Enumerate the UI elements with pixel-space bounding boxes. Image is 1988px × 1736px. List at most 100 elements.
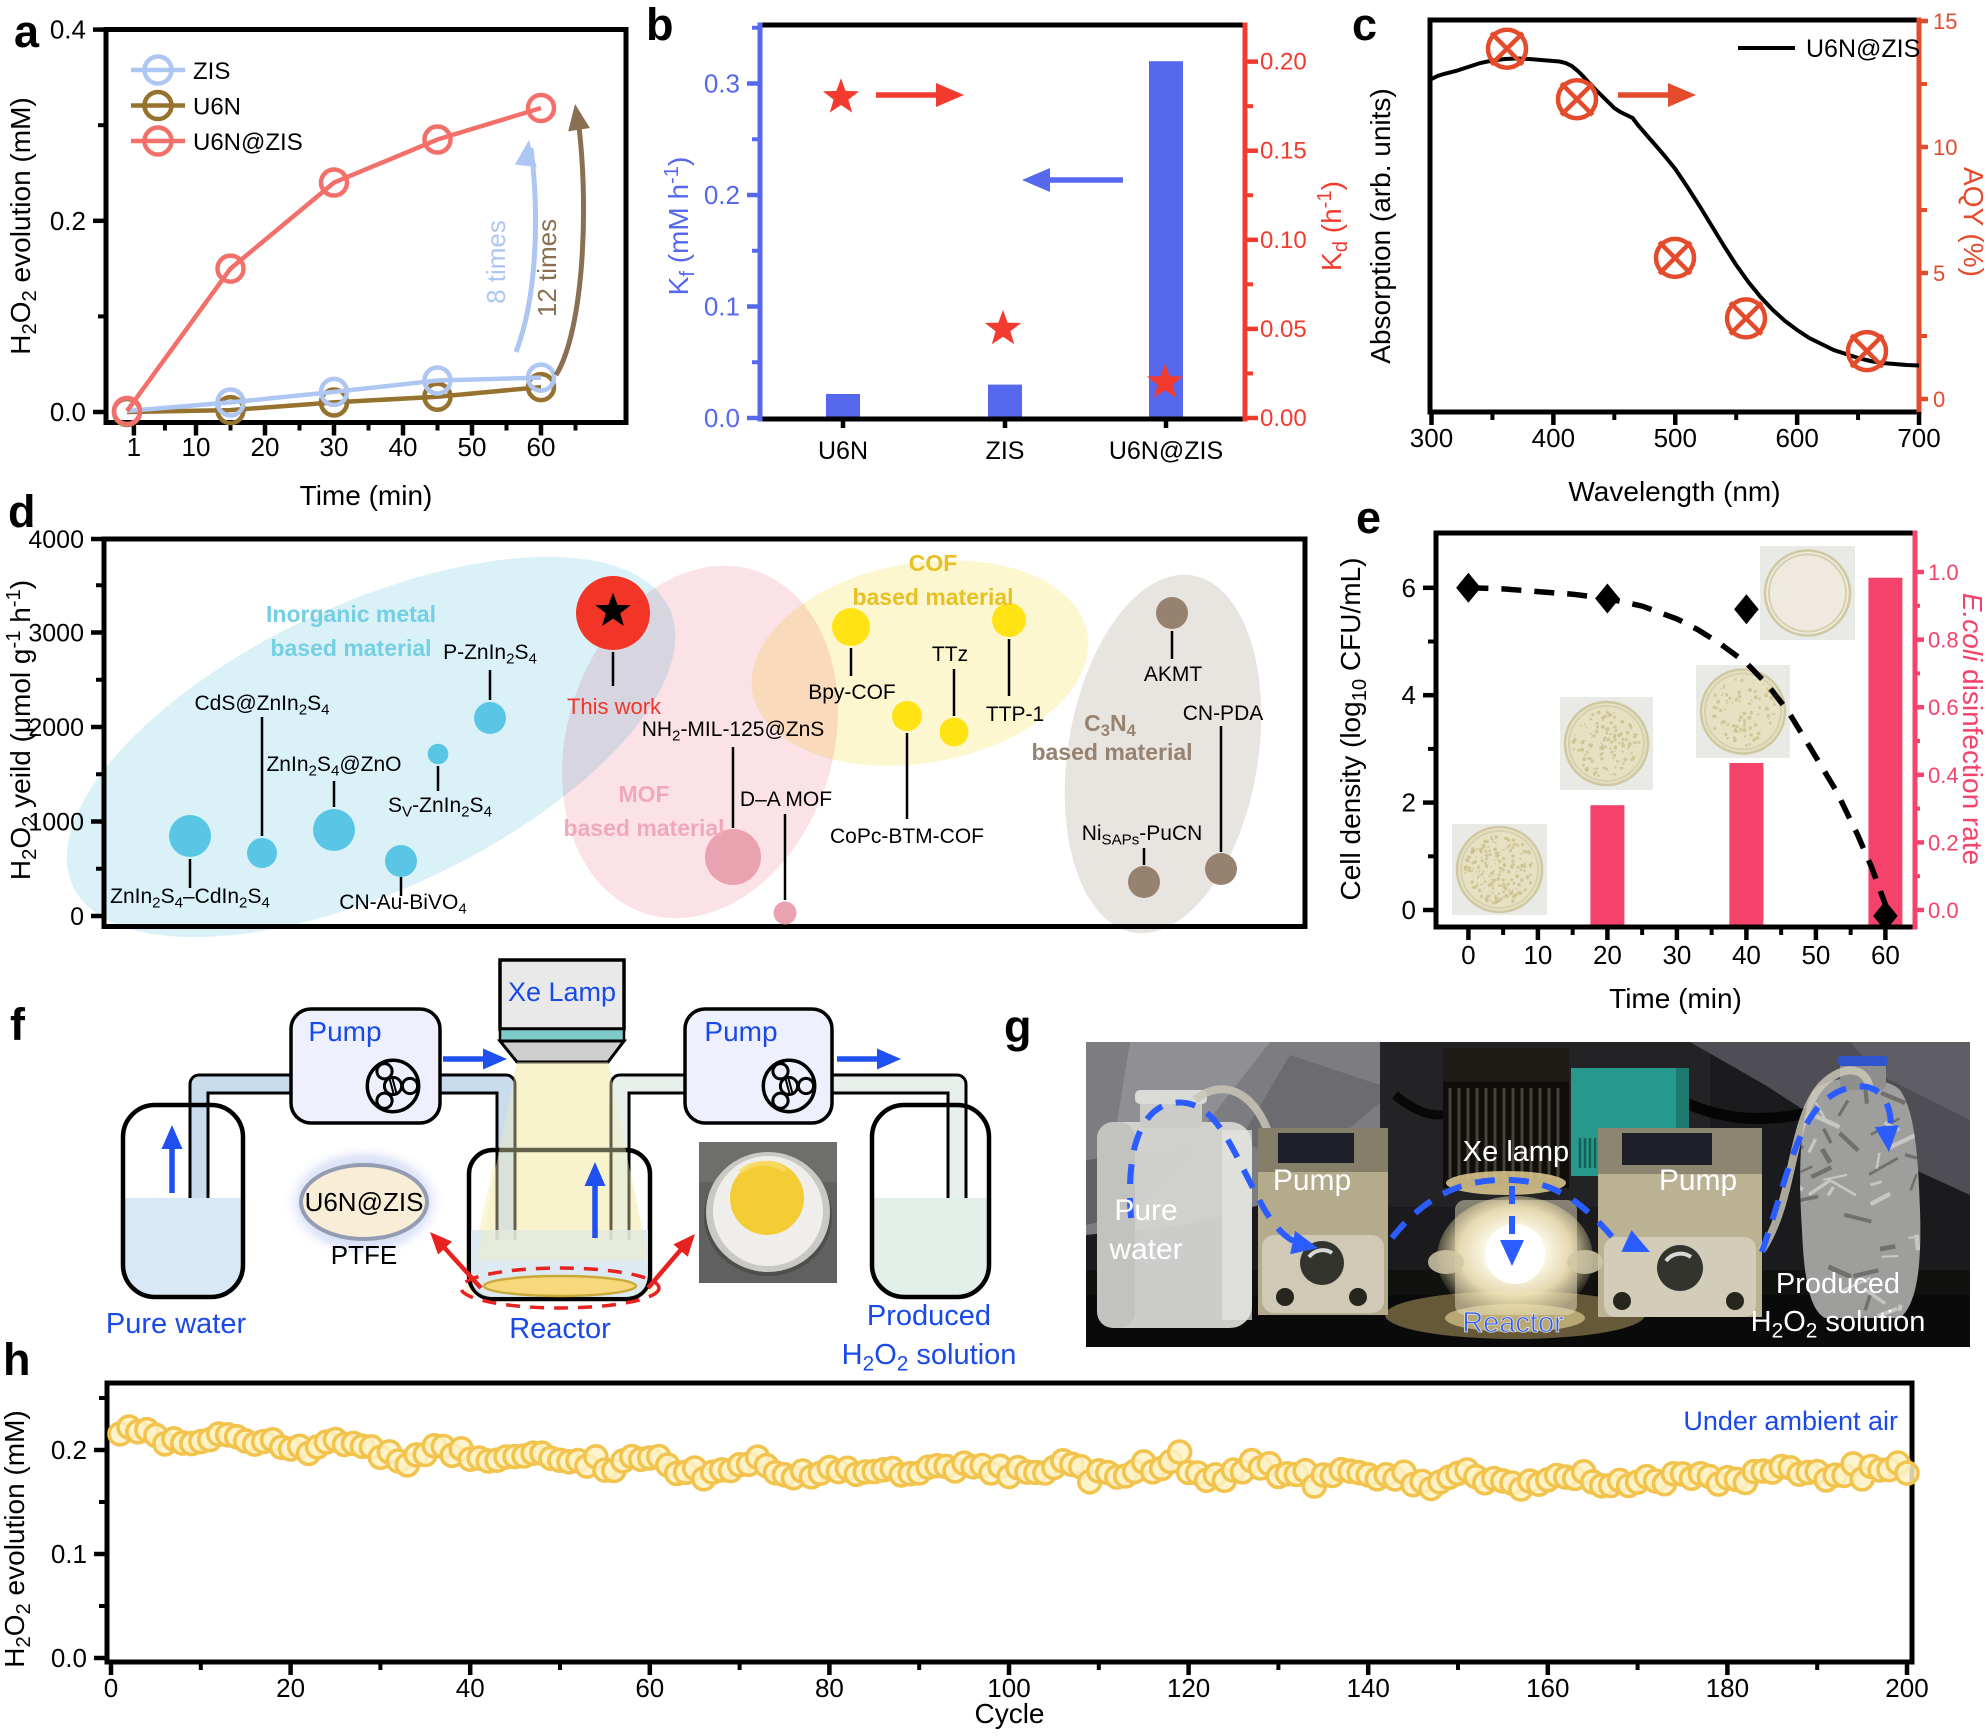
svg-text:0.00: 0.00 bbox=[1260, 405, 1307, 432]
svg-text:0.05: 0.05 bbox=[1260, 316, 1307, 343]
svg-text:H2O2 yeild (μmol g-1 h-1): H2O2 yeild (μmol g-1 h-1) bbox=[3, 580, 41, 880]
svg-text:30: 30 bbox=[320, 432, 349, 462]
svg-text:H2O2 solution: H2O2 solution bbox=[1751, 1306, 1926, 1342]
svg-text:0.0: 0.0 bbox=[704, 403, 740, 433]
svg-text:Reactor: Reactor bbox=[509, 1313, 611, 1345]
svg-text:Kd (h-1): Kd (h-1) bbox=[1314, 181, 1352, 271]
svg-text:0: 0 bbox=[1402, 895, 1416, 925]
svg-text:0.6: 0.6 bbox=[1928, 695, 1959, 720]
svg-text:ZnIn2S4@ZnO: ZnIn2S4@ZnO bbox=[266, 753, 401, 780]
svg-text:NiSAPs-PuCN: NiSAPs-PuCN bbox=[1082, 822, 1203, 849]
svg-text:12 times: 12 times bbox=[532, 219, 562, 317]
svg-text:P-ZnIn2S4: P-ZnIn2S4 bbox=[443, 641, 537, 668]
svg-text:b: b bbox=[646, 0, 674, 50]
svg-text:H2O2 evolution (mM): H2O2 evolution (mM) bbox=[0, 1410, 35, 1667]
svg-text:a: a bbox=[14, 6, 40, 57]
svg-text:e: e bbox=[1356, 492, 1381, 543]
svg-text:NH2-MIL-125@ZnS: NH2-MIL-125@ZnS bbox=[642, 718, 825, 745]
svg-text:h: h bbox=[3, 1334, 31, 1385]
svg-text:0.20: 0.20 bbox=[1260, 49, 1307, 76]
svg-text:0.15: 0.15 bbox=[1260, 138, 1307, 165]
svg-text:20: 20 bbox=[276, 1673, 305, 1703]
svg-text:f: f bbox=[10, 999, 26, 1050]
svg-text:based material: based material bbox=[270, 635, 431, 661]
svg-text:Cell density (log10 CFU/mL): Cell density (log10 CFU/mL) bbox=[1335, 558, 1371, 901]
svg-text:0.1: 0.1 bbox=[704, 292, 740, 322]
svg-text:Pure: Pure bbox=[1114, 1194, 1177, 1227]
svg-text:0.0: 0.0 bbox=[50, 397, 86, 427]
svg-text:0.10: 0.10 bbox=[1260, 227, 1307, 254]
svg-text:MOF: MOF bbox=[618, 781, 669, 807]
svg-text:Inorganic metal: Inorganic metal bbox=[266, 601, 436, 627]
svg-text:1000: 1000 bbox=[28, 809, 84, 837]
svg-text:U6N@ZIS: U6N@ZIS bbox=[305, 1187, 424, 1217]
svg-text:0.8: 0.8 bbox=[1928, 628, 1959, 653]
svg-text:8 times: 8 times bbox=[481, 220, 511, 304]
svg-text:U6N@ZIS: U6N@ZIS bbox=[1109, 437, 1223, 465]
svg-text:0.2: 0.2 bbox=[704, 180, 740, 210]
svg-text:Bpy-COF: Bpy-COF bbox=[808, 681, 896, 704]
svg-text:AQY (%): AQY (%) bbox=[1958, 167, 1988, 277]
svg-text:U6N: U6N bbox=[193, 94, 241, 121]
svg-text:This work: This work bbox=[567, 694, 662, 719]
svg-text:1.0: 1.0 bbox=[1928, 560, 1959, 585]
svg-text:C3N4: C3N4 bbox=[1084, 710, 1136, 740]
svg-text:U6N@ZIS: U6N@ZIS bbox=[193, 129, 303, 156]
svg-text:1: 1 bbox=[127, 432, 141, 462]
svg-text:Pump: Pump bbox=[704, 1016, 777, 1047]
svg-text:0.0: 0.0 bbox=[51, 1643, 87, 1673]
svg-text:140: 140 bbox=[1347, 1673, 1390, 1703]
svg-text:CN-Au-BiVO4: CN-Au-BiVO4 bbox=[339, 891, 466, 918]
svg-text:0: 0 bbox=[1933, 387, 1945, 412]
svg-text:2: 2 bbox=[1402, 788, 1416, 818]
svg-text:0.2: 0.2 bbox=[1928, 830, 1959, 855]
svg-text:TTz: TTz bbox=[932, 643, 968, 666]
svg-text:60: 60 bbox=[1871, 940, 1900, 970]
svg-text:D–A MOF: D–A MOF bbox=[740, 788, 832, 811]
svg-text:20: 20 bbox=[251, 432, 280, 462]
svg-text:10: 10 bbox=[182, 432, 211, 462]
svg-text:6: 6 bbox=[1402, 573, 1416, 603]
svg-text:180: 180 bbox=[1706, 1673, 1749, 1703]
svg-text:300: 300 bbox=[1410, 423, 1453, 453]
svg-text:30: 30 bbox=[1662, 940, 1691, 970]
svg-text:Xe lamp: Xe lamp bbox=[1463, 1136, 1569, 1168]
svg-text:U6N@ZIS: U6N@ZIS bbox=[1806, 35, 1920, 63]
svg-text:PTFE: PTFE bbox=[331, 1240, 397, 1270]
svg-text:based material: based material bbox=[563, 815, 724, 841]
svg-text:40: 40 bbox=[389, 432, 418, 462]
svg-text:4: 4 bbox=[1402, 680, 1416, 710]
svg-text:10: 10 bbox=[1933, 135, 1957, 160]
svg-text:based material: based material bbox=[852, 584, 1013, 610]
svg-text:80: 80 bbox=[815, 1673, 844, 1703]
svg-text:15: 15 bbox=[1933, 9, 1957, 34]
svg-text:Under ambient air: Under ambient air bbox=[1683, 1406, 1898, 1436]
svg-text:E.coli disinfection rate: E.coli disinfection rate bbox=[1957, 593, 1988, 865]
svg-text:c: c bbox=[1352, 0, 1377, 50]
svg-text:50: 50 bbox=[458, 432, 487, 462]
svg-text:ZIS: ZIS bbox=[193, 58, 230, 85]
svg-text:60: 60 bbox=[635, 1673, 664, 1703]
svg-text:3000: 3000 bbox=[28, 620, 84, 648]
svg-text:50: 50 bbox=[1801, 940, 1830, 970]
svg-text:2000: 2000 bbox=[28, 714, 84, 742]
svg-text:Time (min): Time (min) bbox=[1609, 983, 1742, 1014]
svg-text:100: 100 bbox=[987, 1673, 1030, 1703]
svg-text:0.1: 0.1 bbox=[51, 1539, 87, 1569]
svg-text:d: d bbox=[8, 486, 36, 537]
svg-text:Time (min): Time (min) bbox=[300, 480, 433, 511]
svg-text:TTP-1: TTP-1 bbox=[986, 703, 1044, 726]
svg-text:SV-ZnIn2S4: SV-ZnIn2S4 bbox=[388, 794, 492, 821]
svg-text:U6N: U6N bbox=[818, 437, 868, 465]
svg-text:water: water bbox=[1108, 1233, 1182, 1266]
svg-text:Pump: Pump bbox=[1273, 1164, 1351, 1197]
svg-text:0: 0 bbox=[1461, 940, 1475, 970]
svg-text:CoPc-BTM-COF: CoPc-BTM-COF bbox=[830, 825, 984, 848]
svg-text:Pure water: Pure water bbox=[106, 1308, 247, 1340]
svg-text:Xe Lamp: Xe Lamp bbox=[508, 977, 616, 1007]
svg-text:Wavelength (nm): Wavelength (nm) bbox=[1568, 476, 1780, 507]
svg-text:Produced: Produced bbox=[1776, 1268, 1900, 1300]
svg-text:500: 500 bbox=[1654, 423, 1697, 453]
svg-text:700: 700 bbox=[1897, 423, 1940, 453]
svg-text:160: 160 bbox=[1526, 1673, 1569, 1703]
